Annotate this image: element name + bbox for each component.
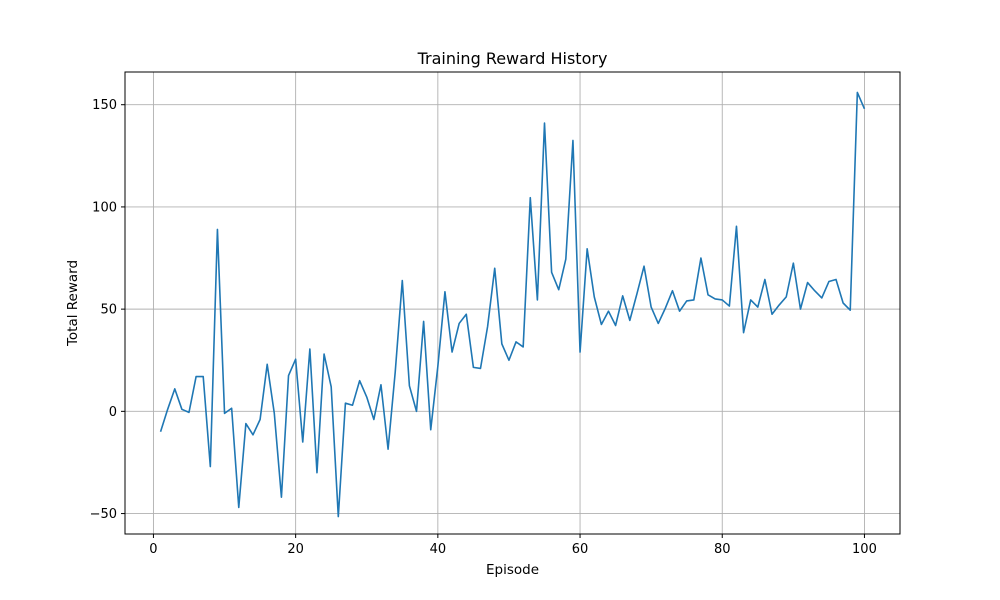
y-axis-label: Total Reward bbox=[65, 260, 81, 347]
x-axis-label: Episode bbox=[486, 562, 539, 578]
grid-layer bbox=[125, 72, 900, 534]
y-tick-label: 50 bbox=[100, 303, 117, 318]
y-tick-label: 0 bbox=[109, 405, 117, 420]
ticks-layer: 0 20 40 60 80 100 −50 0 50 100 150 bbox=[90, 98, 877, 557]
x-tick-label: 20 bbox=[287, 542, 304, 557]
y-tick-label: −50 bbox=[90, 507, 117, 522]
x-tick-label: 40 bbox=[430, 542, 447, 557]
x-tick-label: 80 bbox=[714, 542, 731, 557]
plot-frame bbox=[124, 71, 901, 535]
y-tick-label: 100 bbox=[92, 200, 117, 215]
x-tick-label: 100 bbox=[852, 542, 877, 557]
x-tick-label: 60 bbox=[572, 542, 589, 557]
y-tick-label: 150 bbox=[92, 98, 117, 113]
x-tick-label: 0 bbox=[149, 542, 157, 557]
reward-series-line bbox=[159, 91, 866, 518]
chart-title: Training Reward History bbox=[417, 49, 608, 68]
